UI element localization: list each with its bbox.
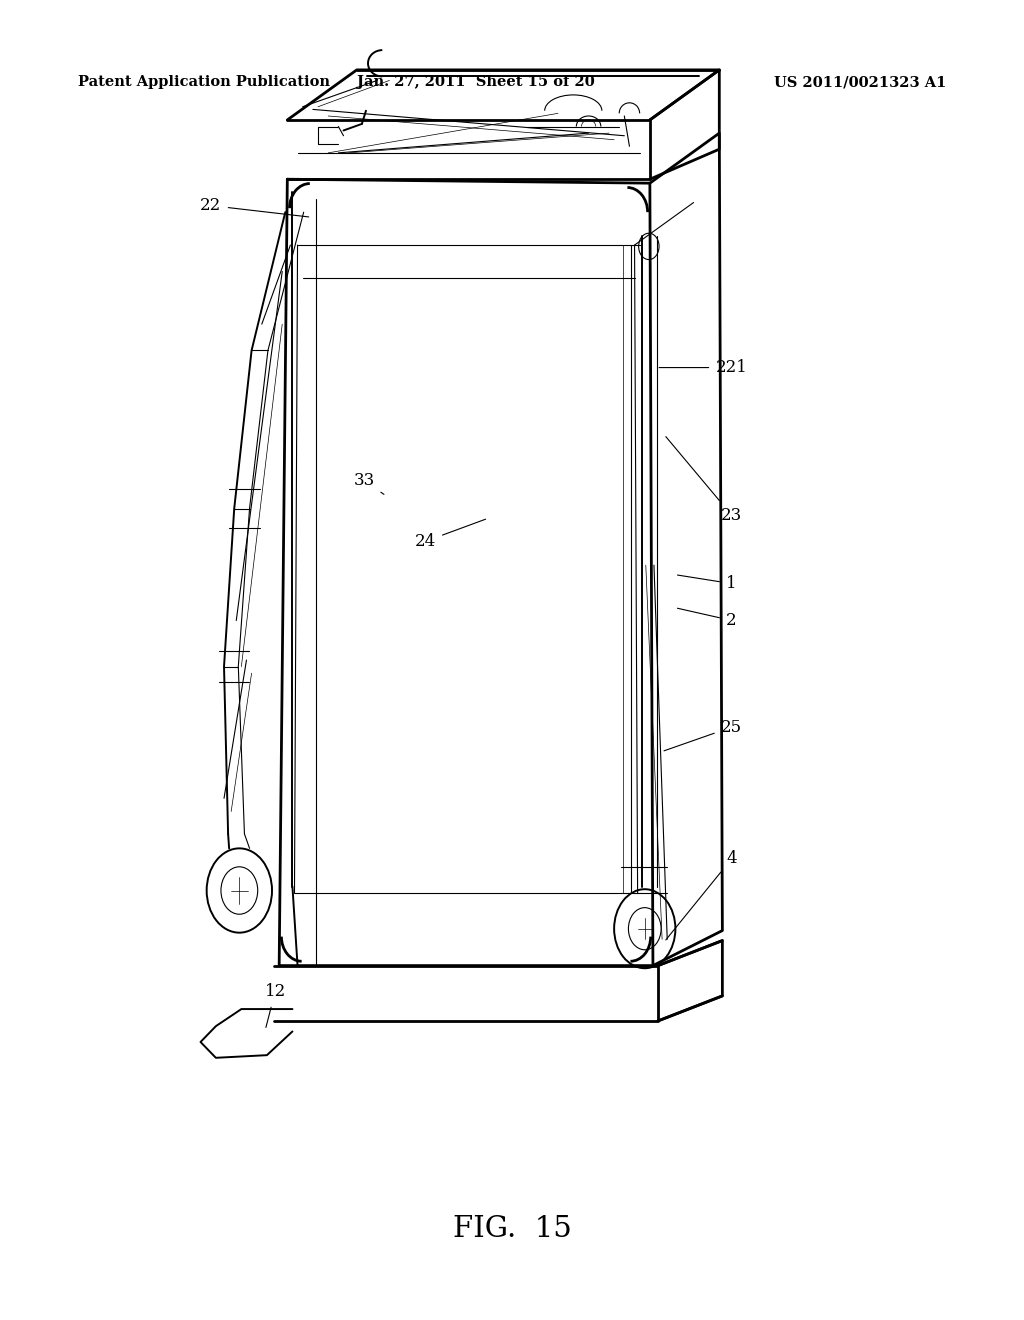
Text: 2: 2 [678,609,737,630]
Text: 24: 24 [415,519,485,550]
Text: 23: 23 [666,437,742,524]
Text: 12: 12 [264,983,286,1027]
Text: 33: 33 [353,473,384,494]
Text: 1: 1 [678,576,737,593]
Text: 25: 25 [664,718,742,751]
Text: 22: 22 [200,197,308,216]
Text: Patent Application Publication: Patent Application Publication [78,75,330,90]
Text: US 2011/0021323 A1: US 2011/0021323 A1 [774,75,946,90]
Text: 221: 221 [659,359,748,376]
Text: Jan. 27, 2011  Sheet 15 of 20: Jan. 27, 2011 Sheet 15 of 20 [357,75,595,90]
Text: 4: 4 [666,850,737,940]
Text: FIG.  15: FIG. 15 [453,1214,571,1243]
